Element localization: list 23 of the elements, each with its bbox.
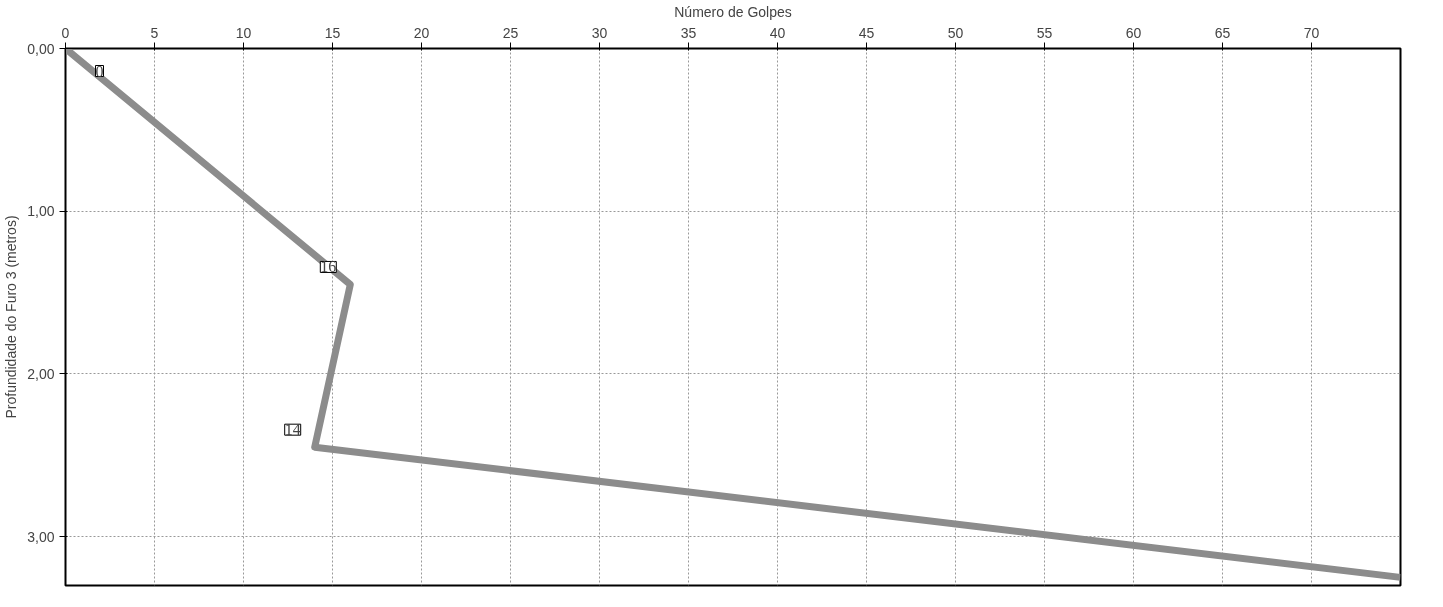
- x-tick-label: 0: [61, 24, 70, 41]
- x-tick-label: 55: [1036, 24, 1053, 41]
- y-tick-label: 3,00: [27, 528, 55, 545]
- data-label: 0: [95, 62, 104, 80]
- x-tick-label: 65: [1214, 24, 1231, 41]
- x-tick-label: 25: [502, 24, 519, 41]
- y-axis-title: Profundidade do Furo 3 (metros): [3, 215, 20, 419]
- y-tick-label: 1,00: [27, 203, 55, 220]
- y-tick-label: 2,00: [27, 365, 55, 382]
- x-tick-label: 50: [947, 24, 964, 41]
- y-tick-label: 0,00: [27, 40, 55, 57]
- x-tick-label: 30: [591, 24, 608, 41]
- x-tick-label: 15: [324, 24, 341, 41]
- x-tick-label: 5: [150, 24, 159, 41]
- x-axis-title: Número de Golpes: [674, 3, 792, 20]
- x-tick-label: 35: [680, 24, 697, 41]
- x-tick-label: 20: [413, 24, 430, 41]
- x-tick-label: 40: [769, 24, 786, 41]
- x-tick-label: 70: [1303, 24, 1320, 41]
- x-tick-label: 10: [235, 24, 252, 41]
- x-tick-label: 60: [1125, 24, 1142, 41]
- x-tick-label: 45: [858, 24, 875, 41]
- data-label: 16: [320, 258, 337, 276]
